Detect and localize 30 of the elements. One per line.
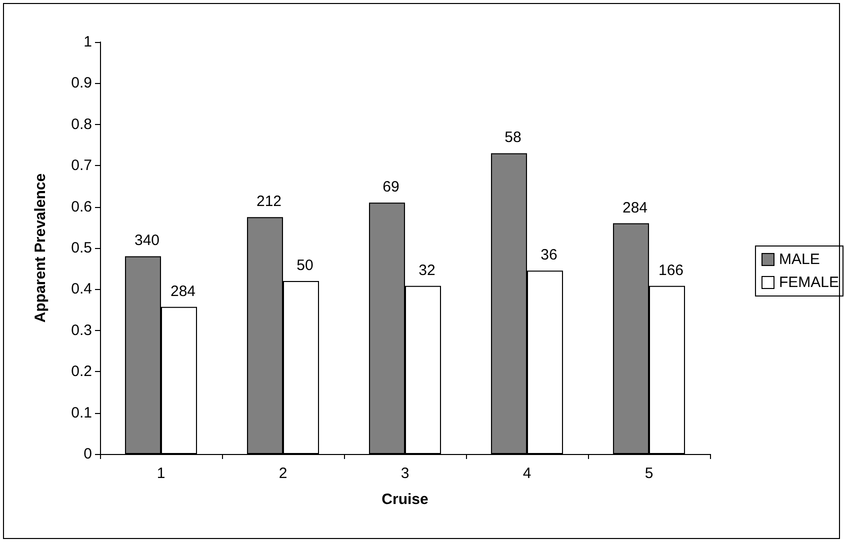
annotation: 284: [170, 282, 196, 300]
x-tick-label: 1: [156, 465, 166, 482]
y-tick-label: 0.1: [71, 404, 92, 422]
y-tick-label: 0.8: [71, 116, 92, 133]
annotation: 212: [256, 193, 282, 210]
legend-label: FEMALE: [778, 274, 839, 291]
y-tick-label: 0.2: [71, 363, 92, 380]
annotation: 284: [622, 199, 648, 216]
annotation: 32: [418, 262, 436, 279]
y-tick-label: 0.3: [71, 322, 92, 339]
x-tick-label: 3: [400, 465, 410, 482]
x-tick-label: 4: [522, 465, 532, 482]
y-tick-label: 0: [84, 446, 92, 462]
y-tick-label: 0.5: [71, 240, 92, 256]
annotation: 340: [134, 232, 160, 250]
y-tick-label: 0.9: [71, 74, 92, 92]
legend-label: MALE: [778, 251, 820, 268]
annotation: 50: [296, 256, 314, 274]
y-tick-label: 0.4: [71, 280, 92, 298]
y-tick-label: 1: [84, 34, 92, 50]
x-tick-label: 2: [278, 465, 288, 482]
y-tick-label: 0.6: [71, 198, 92, 216]
y-axis-title: Apparent Prevalence: [32, 173, 49, 323]
annotation: 166: [658, 262, 684, 279]
annotation: 69: [382, 178, 400, 196]
y-tick-label: 0.7: [71, 157, 92, 174]
annotation: 58: [504, 129, 522, 146]
x-axis-title: Cruise: [382, 491, 428, 508]
x-tick-label: 5: [644, 465, 654, 482]
annotation: 36: [540, 246, 558, 264]
